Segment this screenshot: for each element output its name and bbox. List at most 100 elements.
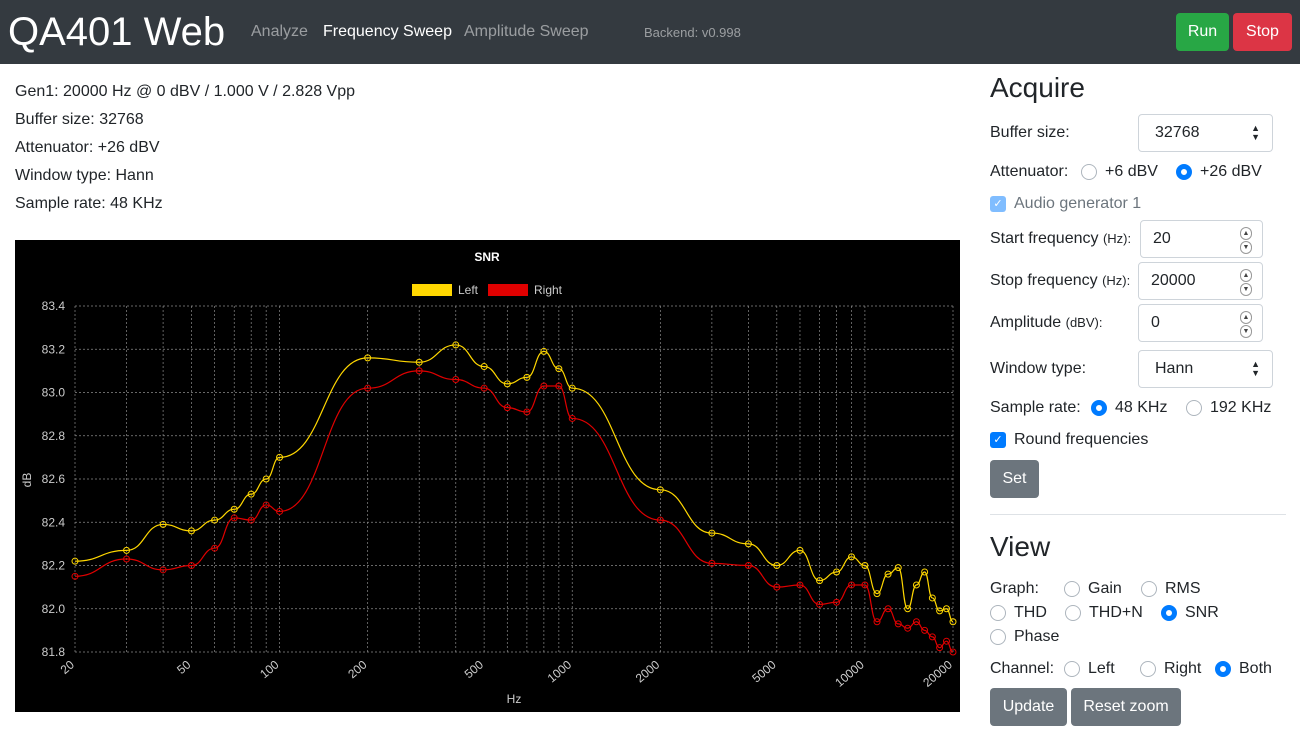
attenuator-6-radio[interactable] <box>1081 164 1097 180</box>
data-point-right <box>708 559 716 567</box>
sample-rate-192-radio[interactable] <box>1186 400 1202 416</box>
run-button[interactable]: Run <box>1176 13 1229 51</box>
x-tick-label: 20000 <box>920 657 955 689</box>
x-tick-label: 200 <box>345 657 370 681</box>
x-tick-label: 10000 <box>832 657 867 689</box>
graph-gain-label[interactable]: Gain <box>1088 580 1122 597</box>
data-point-left <box>211 516 219 524</box>
x-tick-label: 500 <box>462 657 487 681</box>
nav-analyze[interactable]: Analyze <box>251 23 308 40</box>
data-point-left <box>912 581 920 589</box>
spinner-icon[interactable]: ▲ ▼ <box>1240 311 1252 339</box>
stop-frequency-input[interactable]: 20000 ▲ ▼ <box>1138 262 1263 300</box>
data-point-left <box>744 540 752 548</box>
start-frequency-text: Start frequency <box>990 230 1099 247</box>
data-point-right <box>123 555 131 563</box>
audio-generator-label[interactable]: Audio generator 1 <box>1014 195 1142 212</box>
graph-thd-label[interactable]: THD <box>1014 604 1047 621</box>
y-tick-label: 82.0 <box>42 602 66 616</box>
channel-both-label[interactable]: Both <box>1239 660 1272 677</box>
buffer-size-select[interactable]: 32768 ▲ ▼ <box>1138 114 1273 152</box>
reset-zoom-button[interactable]: Reset zoom <box>1071 688 1181 726</box>
graph-phase-radio[interactable] <box>990 629 1006 645</box>
data-point-right <box>949 648 957 656</box>
buffer-info: Buffer size: 32768 <box>15 111 144 128</box>
graph-snr-label[interactable]: SNR <box>1185 604 1219 621</box>
channel-left-label[interactable]: Left <box>1088 660 1115 677</box>
data-point-right <box>942 637 950 645</box>
graph-thd-radio[interactable] <box>990 605 1006 621</box>
x-tick-label: 1000 <box>545 657 575 685</box>
nav-frequency-sweep[interactable]: Frequency Sweep <box>323 23 452 40</box>
graph-label: Graph: <box>990 580 1039 597</box>
y-tick-label: 82.6 <box>42 472 66 486</box>
set-button[interactable]: Set <box>990 460 1039 498</box>
sample-rate-48-label[interactable]: 48 KHz <box>1115 399 1168 416</box>
data-point-right <box>276 507 284 515</box>
graph-gain-radio[interactable] <box>1064 581 1080 597</box>
graph-rms-label[interactable]: RMS <box>1165 580 1201 597</box>
window-type-value: Hann <box>1155 360 1194 377</box>
x-tick-label: 20 <box>58 657 77 677</box>
data-point-right <box>921 626 929 634</box>
stop-button[interactable]: Stop <box>1233 13 1292 51</box>
data-point-left <box>123 546 131 554</box>
nav-amplitude-sweep[interactable]: Amplitude Sweep <box>464 23 589 40</box>
legend-swatch-right <box>488 284 528 296</box>
x-axis-label: Hz <box>507 692 522 706</box>
channel-both-radio[interactable] <box>1215 661 1231 677</box>
audio-generator-checkbox[interactable]: ✓ <box>990 196 1006 212</box>
data-point-left <box>480 363 488 371</box>
data-point-right <box>744 562 752 569</box>
spinner-icon[interactable]: ▲ ▼ <box>1240 227 1252 255</box>
round-frequencies-checkbox[interactable]: ✓ <box>990 432 1006 448</box>
start-frequency-input[interactable]: 20 ▲ ▼ <box>1140 220 1263 258</box>
data-point-left <box>276 453 284 461</box>
data-point-left <box>523 373 531 381</box>
channel-right-radio[interactable] <box>1140 661 1156 677</box>
data-point-right <box>796 581 804 589</box>
data-point-right <box>262 501 270 509</box>
amplitude-label: Amplitude (dBV): <box>990 313 1102 333</box>
attenuator-26-label[interactable]: +26 dBV <box>1200 163 1262 180</box>
data-point-right <box>211 544 219 552</box>
data-point-right <box>816 600 824 608</box>
graph-thdn-label[interactable]: THD+N <box>1089 604 1143 621</box>
graph-thdn-radio[interactable] <box>1065 605 1081 621</box>
y-tick-label: 83.4 <box>42 299 66 313</box>
data-point-left <box>540 347 548 355</box>
y-tick-label: 83.0 <box>42 386 66 400</box>
attenuator-6-label[interactable]: +6 dBV <box>1105 163 1158 180</box>
data-point-left <box>230 505 238 513</box>
round-frequencies-label[interactable]: Round frequencies <box>1014 431 1149 448</box>
channel-right-label[interactable]: Right <box>1164 660 1202 677</box>
spinner-icon[interactable]: ▲ ▼ <box>1240 269 1252 297</box>
sample-rate-info: Sample rate: 48 KHz <box>15 195 163 212</box>
graph-snr-radio[interactable] <box>1161 605 1177 621</box>
data-point-left <box>71 557 79 565</box>
amplitude-input[interactable]: 0 ▲ ▼ <box>1138 304 1263 342</box>
attenuator-26-radio[interactable] <box>1176 164 1192 180</box>
snr-chart[interactable]: 83.4 83.2 83.0 82.8 82.6 82.4 82.2 82.0 81.8 20 50… <box>15 240 960 712</box>
window-type-select[interactable]: Hann ▲ ▼ <box>1138 350 1273 388</box>
data-point-right <box>936 644 944 652</box>
update-button[interactable]: Update <box>990 688 1067 726</box>
stop-frequency-value: 20000 <box>1151 272 1196 289</box>
graph-phase-label[interactable]: Phase <box>1014 628 1060 645</box>
sample-rate-192-label[interactable]: 192 KHz <box>1210 399 1272 416</box>
data-point-right <box>452 376 460 384</box>
channel-left-radio[interactable] <box>1064 661 1080 677</box>
start-frequency-value: 20 <box>1153 230 1171 247</box>
y-tick-label: 82.4 <box>42 515 66 529</box>
data-point-right <box>247 516 255 524</box>
data-point-left <box>555 365 563 373</box>
sample-rate-48-radio[interactable] <box>1091 400 1107 416</box>
brand[interactable]: QA401 Web <box>8 10 226 54</box>
y-tick-label: 83.2 <box>42 342 66 356</box>
data-point-right <box>873 618 881 626</box>
stop-frequency-label: Stop frequency (Hz): <box>990 271 1130 291</box>
amplitude-value: 0 <box>1151 314 1160 331</box>
select-caret-icon: ▲ ▼ <box>1251 359 1260 378</box>
graph-rms-radio[interactable] <box>1141 581 1157 597</box>
chart-svg[interactable]: 83.4 83.2 83.0 82.8 82.6 82.4 82.2 82.0 81.820 50… <box>15 240 960 712</box>
